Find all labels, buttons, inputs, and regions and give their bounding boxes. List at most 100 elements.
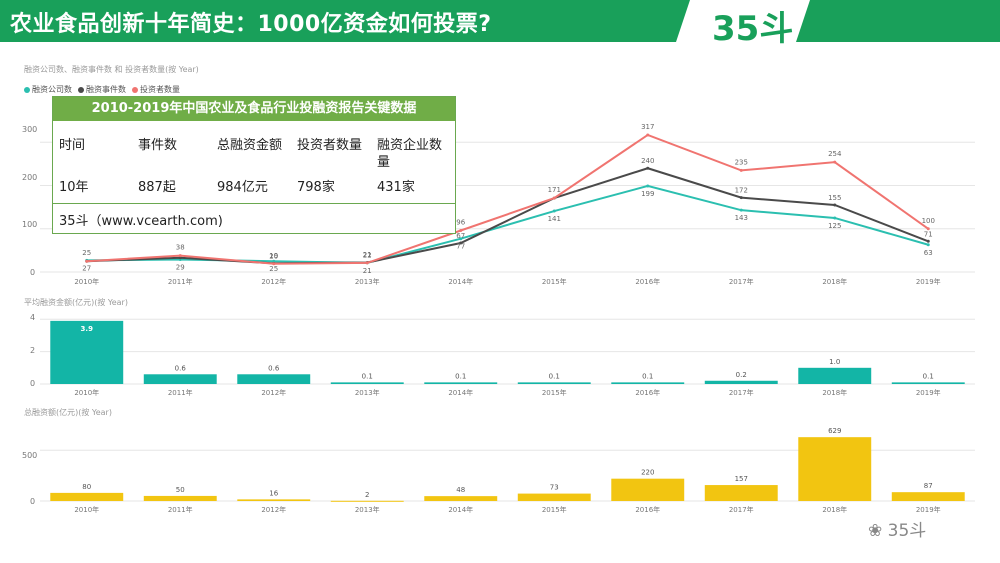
line-data-label: 125 bbox=[828, 222, 841, 230]
line-data-label: 240 bbox=[641, 157, 654, 165]
x-tick-label: 2010年 bbox=[74, 388, 99, 397]
line-data-label: 172 bbox=[735, 187, 748, 195]
x-tick-label: 2018年 bbox=[822, 505, 847, 514]
key-data-header-cell: 投资者数量 bbox=[297, 138, 363, 153]
key-data-divider bbox=[53, 203, 455, 204]
bar-data-label: 2 bbox=[365, 491, 369, 499]
key-data-header-cell: 总融资金额 bbox=[217, 138, 283, 153]
bar-data-label: 50 bbox=[176, 486, 185, 494]
avg-financing-bar bbox=[611, 382, 685, 384]
x-tick-label: 2019年 bbox=[916, 277, 941, 286]
key-data-header-cell: 时间 bbox=[59, 138, 86, 153]
line-data-label: 21 bbox=[363, 267, 372, 275]
key-data-value-cell: 887起 bbox=[138, 180, 176, 195]
avg-financing-bar bbox=[798, 367, 872, 384]
line-ytick: 300 bbox=[22, 125, 38, 134]
x-tick-label: 2011年 bbox=[168, 277, 193, 286]
x-tick-label: 2018年 bbox=[822, 277, 847, 286]
key-data-value-cell: 984亿元 bbox=[217, 180, 268, 195]
line-data-label: 29 bbox=[176, 263, 185, 271]
avg-financing-bar bbox=[237, 374, 311, 384]
line-data-label: 20 bbox=[269, 252, 278, 260]
line-chart-title: 融资公司数、融资事件数 和 投资者数量(按 Year) bbox=[24, 65, 199, 74]
page-title: 农业食品创新十年简史：1000亿资金如何投票? bbox=[10, 12, 492, 37]
total-financing-bar bbox=[704, 485, 778, 501]
wechat-watermark: ❀ 35斗 bbox=[868, 516, 926, 541]
wechat-icon: ❀ bbox=[868, 521, 883, 541]
x-tick-label: 2012年 bbox=[261, 388, 286, 397]
x-tick-label: 2011年 bbox=[168, 388, 193, 397]
brand-logo: 35斗 bbox=[712, 9, 794, 49]
bar-data-label: 157 bbox=[735, 475, 748, 483]
data-point bbox=[646, 133, 650, 137]
bar-data-label: 1.0 bbox=[829, 358, 840, 366]
legend-label: 投资者数量 bbox=[140, 85, 180, 94]
avg-financing-bar bbox=[517, 382, 591, 384]
header-bar: 农业食品创新十年简史：1000亿资金如何投票? 35斗 bbox=[0, 0, 1000, 49]
key-data-source: 35斗（www.vcearth.com) bbox=[59, 214, 223, 229]
key-data-header-cell: 融资企业数量 bbox=[377, 138, 443, 170]
line-data-label: 25 bbox=[82, 249, 91, 257]
x-tick-label: 2017年 bbox=[729, 277, 754, 286]
data-point bbox=[272, 262, 276, 266]
bar2-ytick: 0 bbox=[30, 497, 36, 506]
x-tick-label: 2017年 bbox=[729, 505, 754, 514]
data-point bbox=[646, 166, 650, 170]
data-point bbox=[646, 184, 650, 188]
line-data-label: 27 bbox=[82, 264, 91, 272]
key-data-header-cell: 事件数 bbox=[138, 138, 178, 153]
x-tick-label: 2016年 bbox=[635, 505, 660, 514]
bar-data-label: 3.9 bbox=[81, 325, 94, 333]
total-financing-bar bbox=[798, 437, 872, 501]
data-point bbox=[272, 259, 276, 263]
line-data-label: 96 bbox=[456, 218, 465, 226]
x-tick-label: 2019年 bbox=[916, 388, 941, 397]
bar1-ytick: 4 bbox=[30, 313, 36, 322]
x-tick-label: 2016年 bbox=[635, 277, 660, 286]
data-point bbox=[833, 216, 837, 220]
total-financing-bar bbox=[50, 492, 124, 501]
x-tick-label: 2012年 bbox=[261, 505, 286, 514]
data-point bbox=[833, 203, 837, 207]
data-point bbox=[739, 196, 743, 200]
legend-dot-icon bbox=[78, 86, 84, 93]
bar-data-label: 73 bbox=[550, 484, 559, 492]
line-data-label: 100 bbox=[922, 217, 935, 225]
key-data-value-cell: 431家 bbox=[377, 180, 415, 195]
legend-dot-icon bbox=[132, 86, 138, 93]
line-data-label: 21 bbox=[363, 251, 372, 259]
avg-financing-bar bbox=[330, 382, 404, 384]
legend-label: 融资事件数 bbox=[86, 85, 126, 94]
x-tick-label: 2011年 bbox=[168, 505, 193, 514]
x-tick-label: 2019年 bbox=[916, 505, 941, 514]
line-data-label: 143 bbox=[735, 214, 748, 222]
line-data-label: 155 bbox=[828, 194, 841, 202]
data-point bbox=[739, 168, 743, 172]
line-data-label: 38 bbox=[176, 244, 185, 252]
x-tick-label: 2013年 bbox=[355, 277, 380, 286]
x-tick-label: 2010年 bbox=[74, 277, 99, 286]
header-background bbox=[0, 0, 1000, 42]
line-data-label: 19 bbox=[269, 252, 278, 260]
data-point bbox=[926, 239, 930, 243]
bar-data-label: 0.1 bbox=[923, 372, 934, 380]
line-data-label: 199 bbox=[641, 190, 654, 198]
x-tick-label: 2015年 bbox=[542, 505, 567, 514]
legend-item-investors: 投资者数量 bbox=[132, 84, 180, 95]
avg-financing-bar bbox=[143, 374, 217, 384]
line-data-label: 71 bbox=[924, 230, 933, 238]
bar1-ytick: 2 bbox=[30, 346, 36, 355]
data-point bbox=[459, 237, 463, 241]
line-data-label: 25 bbox=[269, 265, 278, 273]
bar-data-label: 629 bbox=[828, 427, 841, 435]
bar-data-label: 16 bbox=[269, 489, 278, 497]
x-tick-label: 2013年 bbox=[355, 388, 380, 397]
line-data-label: 235 bbox=[735, 158, 748, 166]
key-data-title: 2010-2019年中国农业及食品行业投融资报告关键数据 bbox=[53, 97, 455, 121]
legend-item-companies: 融资公司数 bbox=[24, 84, 72, 95]
total-financing-bar bbox=[891, 492, 965, 501]
legend-label: 融资公司数 bbox=[32, 85, 72, 94]
line-data-label: 171 bbox=[548, 186, 561, 194]
x-tick-label: 2015年 bbox=[542, 388, 567, 397]
